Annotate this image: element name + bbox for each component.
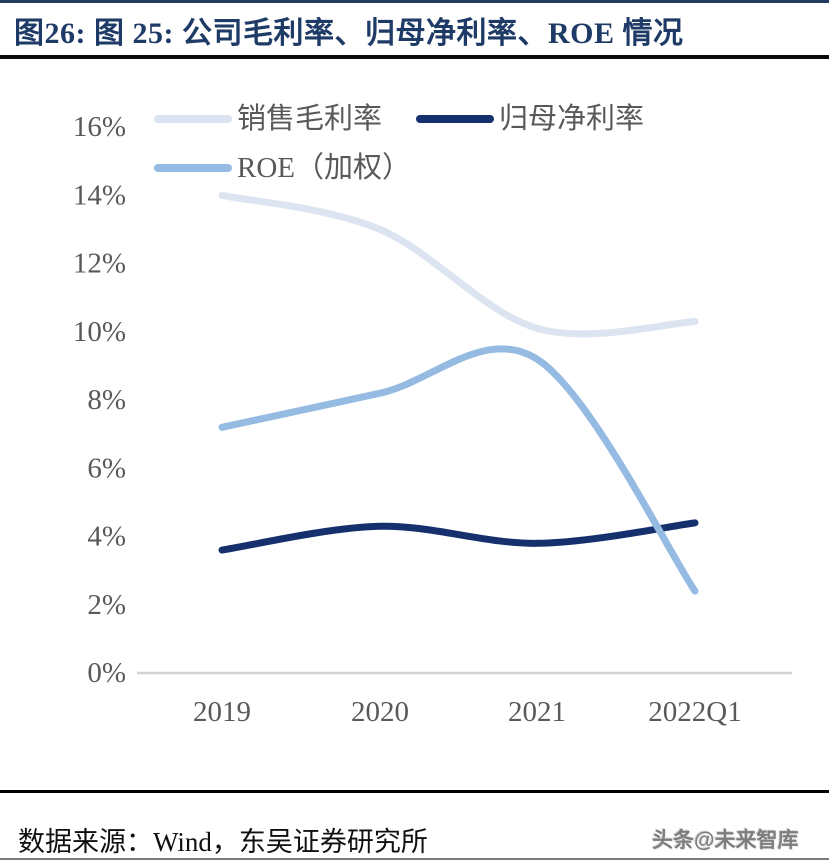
legend-item-1: 归母净利率: [416, 102, 644, 135]
series-line-2: [218, 345, 699, 595]
series-line-0: [218, 191, 699, 338]
y-tick-label: 10%: [73, 316, 126, 348]
y-tick-label: 14%: [73, 179, 126, 211]
legend-item-0: 销售毛利率: [154, 102, 382, 135]
legend-item-2: ROE（加权）: [154, 151, 411, 184]
y-tick-label: 16%: [73, 111, 126, 143]
y-tick-label: 4%: [87, 521, 126, 553]
series-line-1: [218, 519, 699, 554]
legend-label: 销售毛利率: [237, 102, 382, 135]
top-border: [0, 0, 829, 3]
y-tick-label: 12%: [73, 248, 126, 280]
x-tick-label: 2019: [193, 696, 251, 728]
legend-label: 归母净利率: [499, 102, 644, 135]
x-tick-label: 2022Q1: [648, 696, 741, 728]
x-tick-label: 2021: [508, 696, 566, 728]
watermark-text: 头条@未来智库: [652, 829, 799, 852]
source-divider: [0, 790, 829, 793]
y-tick-label: 6%: [87, 452, 126, 484]
y-tick-label: 2%: [87, 589, 126, 621]
legend-label: ROE（加权）: [237, 151, 411, 184]
x-tick-label: 2020: [351, 696, 409, 728]
title-divider: [0, 55, 829, 59]
y-tick-label: 8%: [87, 384, 126, 416]
y-tick-label: 0%: [87, 657, 126, 689]
bottom-border: [0, 858, 829, 860]
data-source-text: 数据来源：Wind，东吴证券研究所: [18, 827, 428, 857]
figure-title: 图26: 图 25: 公司毛利率、归母净利率、ROE 情况: [14, 17, 684, 50]
